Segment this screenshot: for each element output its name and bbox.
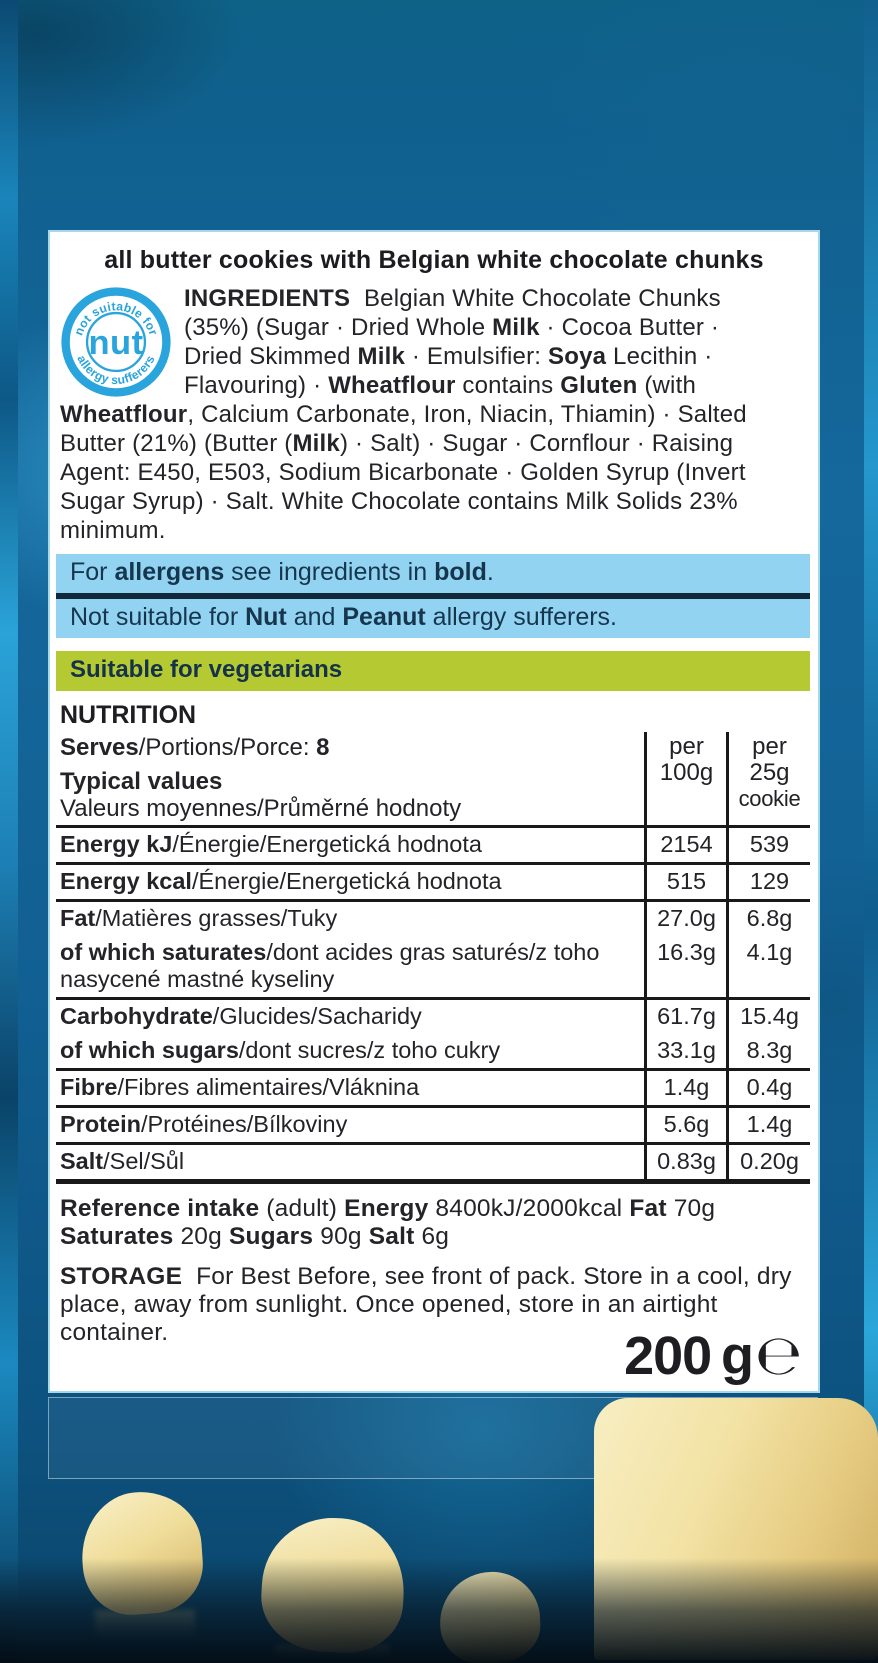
row-value-per-25g: 0.4g <box>726 1071 810 1105</box>
nutrition-row: Fat/Matières grasses/Tuky 27.0g 6.8g <box>56 902 810 936</box>
row-value-per-100g: 1.4g <box>644 1071 726 1105</box>
net-weight-value: 200 g <box>624 1326 754 1386</box>
ingredients-text: not suitable for allergy sufferers nut I… <box>60 284 764 545</box>
net-weight: 200 g℮ <box>624 1323 802 1387</box>
row-value-per-100g: 0.83g <box>644 1145 726 1179</box>
nutrition-row: Energy kJ/Énergie/Energetická hodnota 215… <box>56 828 810 865</box>
row-label: Fat/Matières grasses/Tuky <box>60 905 338 931</box>
row-label: Protein/Protéines/Bílkoviny <box>60 1111 348 1137</box>
package-left-edge <box>0 0 18 1663</box>
row-value-per-25g: 6.8g <box>726 902 810 936</box>
nutrition-row: Salt/Sel/Sůl 0.83g 0.20g <box>56 1145 810 1184</box>
vegetarian-banner: Suitable for vegetarians <box>56 651 810 691</box>
nutrition-row: of which sugars/dont sucres/z toho cukry… <box>56 1034 810 1071</box>
storage-text: STORAGE For Best Before, see front of pa… <box>60 1263 792 1346</box>
nutrition-heading: NUTRITION <box>60 701 197 729</box>
row-value-per-25g: 539 <box>726 828 810 862</box>
package-right-edge <box>864 0 878 1663</box>
nutrition-serves-and-typical: Serves/Portions/Porce: 8 Typical values … <box>56 732 644 825</box>
reference-intake-text: Reference intake (adult) Energy 8400kJ/2… <box>60 1195 716 1250</box>
row-value-per-100g: 5.6g <box>644 1108 726 1142</box>
nutrition-table-header: Serves/Portions/Porce: 8 Typical values … <box>56 732 810 828</box>
allergen-notice-2: Not suitable for Nut and Peanut allergy … <box>56 599 810 638</box>
row-value-per-100g: 33.1g <box>644 1034 726 1068</box>
nutrition-row: Fibre/Fibres alimentaires/Vláknina 1.4g 0.… <box>56 1071 810 1108</box>
row-value-per-100g: 16.3g <box>644 936 726 997</box>
row-label: of which saturates/dont acides gras satu… <box>60 939 600 992</box>
col-header-line: per <box>669 733 704 760</box>
row-value-per-25g: 8.3g <box>726 1034 810 1068</box>
col-header-line: per <box>752 733 787 760</box>
row-value-per-100g: 61.7g <box>644 1000 726 1034</box>
row-value-per-100g: 515 <box>644 865 726 899</box>
dark-surface <box>0 1558 878 1663</box>
allergen-notice-1: For allergens see ingredients in bold. <box>56 554 810 593</box>
row-label: of which sugars/dont sucres/z toho cukry <box>60 1037 501 1063</box>
allergen-divider <box>56 593 810 599</box>
serves-line: Serves/Portions/Porce: 8 <box>60 734 330 761</box>
row-label: Energy kJ/Énergie/Energetická hodnota <box>60 831 482 857</box>
nutrition-table: Serves/Portions/Porce: 8 Typical values … <box>56 732 810 1184</box>
product-title: all butter cookies with Belgian white ch… <box>104 246 764 274</box>
col-header-line: 25g <box>749 759 790 786</box>
typical-values-translations: Valeurs moyennes/Průměrné hodnoty <box>60 795 462 822</box>
row-label: Carbohydrate/Glucides/Sacharidy <box>60 1003 422 1029</box>
label-panel: all butter cookies with Belgian white ch… <box>48 230 820 1393</box>
nutrition-row: Carbohydrate/Glucides/Sacharidy 61.7g 15.4… <box>56 1000 810 1034</box>
row-value-per-100g: 2154 <box>644 828 726 862</box>
nutrition-row: of which saturates/dont acides gras satu… <box>56 936 810 1000</box>
row-value-per-25g: 15.4g <box>726 1000 810 1034</box>
row-label: Energy kcal/Énergie/Energetická hodnota <box>60 868 502 894</box>
row-value-per-25g: 1.4g <box>726 1108 810 1142</box>
estimated-symbol-icon: ℮ <box>755 1323 802 1387</box>
col-header-line: 100g <box>659 759 714 786</box>
nut-allergy-badge: not suitable for allergy sufferers nut <box>61 287 171 397</box>
nutrition-row: Protein/Protéines/Bílkoviny 5.6g 1.4g <box>56 1108 810 1145</box>
typical-values-label: Typical values <box>60 768 223 795</box>
nutrition-rows: Energy kJ/Énergie/Energetická hodnota 215… <box>56 828 810 1184</box>
badge-center-text: nut <box>88 324 143 362</box>
col-header-line: cookie <box>738 786 801 811</box>
col-header-per-100g: per 100g <box>644 732 726 825</box>
col-header-per-25g: per 25g cookie <box>726 732 810 825</box>
row-value-per-25g: 0.20g <box>726 1145 810 1179</box>
allergen-notices: For allergens see ingredients in bold. N… <box>56 554 810 638</box>
row-label: Salt/Sel/Sůl <box>60 1148 185 1174</box>
row-value-per-25g: 129 <box>726 865 810 899</box>
badge-inner-ring <box>85 311 147 373</box>
row-label: Fibre/Fibres alimentaires/Vláknina <box>60 1074 420 1100</box>
row-value-per-25g: 4.1g <box>726 936 810 997</box>
row-value-per-100g: 27.0g <box>644 902 726 936</box>
nutrition-row: Energy kcal/Énergie/Energetická hodnota 5… <box>56 865 810 902</box>
ingredients-rich-text: INGREDIENTS Belgian White Chocolate Chun… <box>60 285 747 544</box>
